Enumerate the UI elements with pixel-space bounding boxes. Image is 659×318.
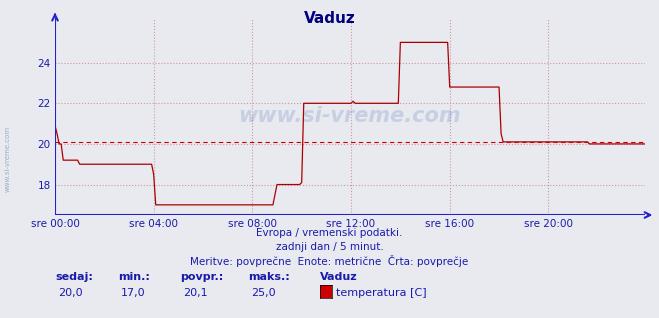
Text: min.:: min.: [118, 272, 150, 282]
Text: www.si-vreme.com: www.si-vreme.com [239, 107, 461, 127]
Text: sedaj:: sedaj: [55, 272, 93, 282]
Text: zadnji dan / 5 minut.: zadnji dan / 5 minut. [275, 242, 384, 252]
Text: Vaduz: Vaduz [304, 11, 355, 26]
Text: temperatura [C]: temperatura [C] [337, 288, 427, 298]
Text: www.si-vreme.com: www.si-vreme.com [5, 126, 11, 192]
Text: Meritve: povprečne  Enote: metrične  Črta: povprečje: Meritve: povprečne Enote: metrične Črta:… [190, 255, 469, 267]
Text: 25,0: 25,0 [251, 288, 276, 298]
Text: Evropa / vremenski podatki.: Evropa / vremenski podatki. [256, 228, 403, 238]
Text: maks.:: maks.: [248, 272, 290, 282]
Text: 17,0: 17,0 [121, 288, 146, 298]
Text: 20,1: 20,1 [183, 288, 208, 298]
Text: povpr.:: povpr.: [180, 272, 223, 282]
Text: 20,0: 20,0 [58, 288, 83, 298]
Text: Vaduz: Vaduz [320, 272, 358, 282]
